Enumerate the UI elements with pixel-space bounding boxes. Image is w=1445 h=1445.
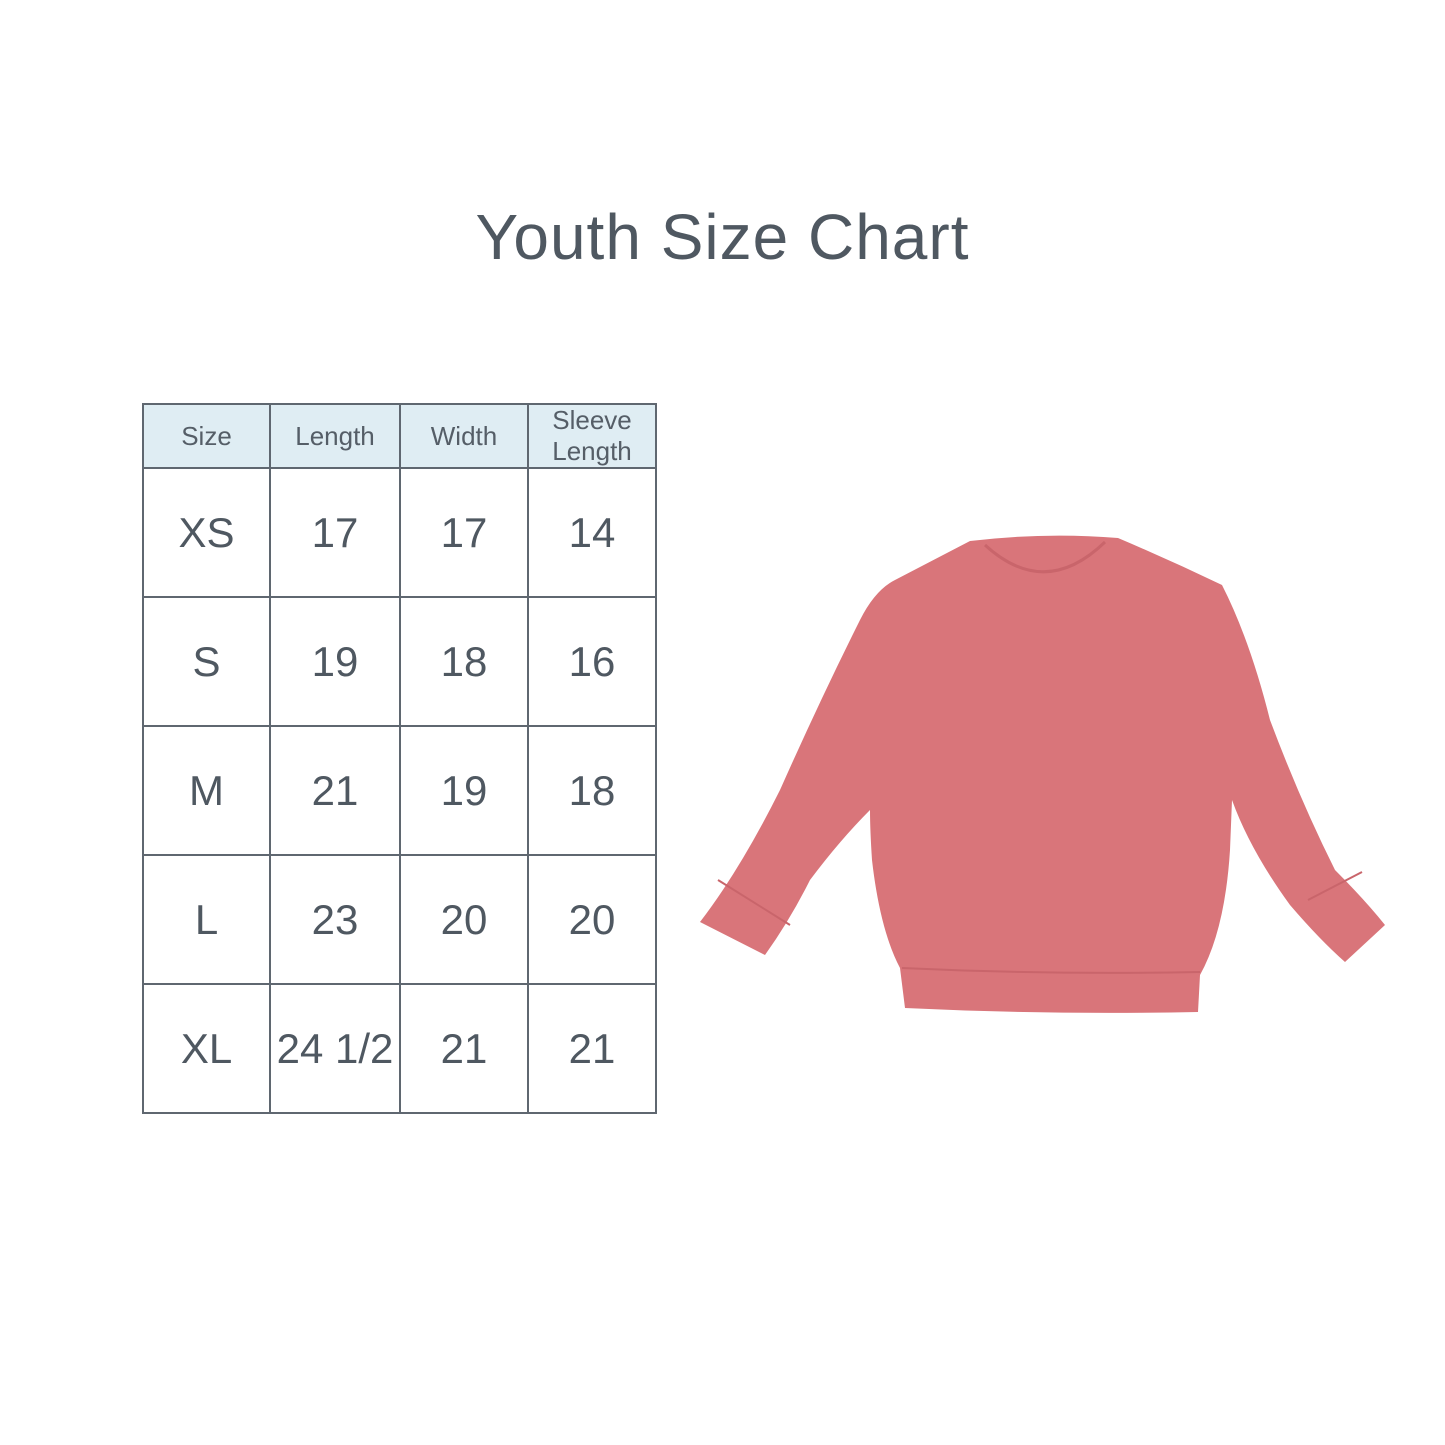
cell-size: XS bbox=[142, 467, 271, 598]
cell-width: 21 bbox=[399, 983, 529, 1114]
header-width: Width bbox=[399, 403, 529, 469]
cell-width: 18 bbox=[399, 596, 529, 727]
table-row: S 19 18 16 bbox=[142, 596, 657, 727]
sweatshirt-cuff-right-seam bbox=[1307, 871, 1363, 901]
sweatshirt-cuff-left-seam bbox=[717, 879, 791, 926]
cell-size: XL bbox=[142, 983, 271, 1114]
cell-width: 20 bbox=[399, 854, 529, 985]
cell-width: 19 bbox=[399, 725, 529, 856]
cell-width: 17 bbox=[399, 467, 529, 598]
cell-size: S bbox=[142, 596, 271, 727]
cell-length: 21 bbox=[269, 725, 401, 856]
header-length: Length bbox=[269, 403, 401, 469]
size-chart-table: Size Length Width Sleeve Length XS 17 17 14… bbox=[142, 403, 657, 1114]
cell-length: 19 bbox=[269, 596, 401, 727]
cell-sleeve-length: 21 bbox=[527, 983, 657, 1114]
cell-length: 24 1/2 bbox=[269, 983, 401, 1114]
table-header-row: Size Length Width Sleeve Length bbox=[142, 403, 657, 469]
table-row: L 23 20 20 bbox=[142, 854, 657, 985]
cell-length: 23 bbox=[269, 854, 401, 985]
table-row: XL 24 1/2 21 21 bbox=[142, 983, 657, 1114]
cell-sleeve-length: 16 bbox=[527, 596, 657, 727]
cell-sleeve-length: 14 bbox=[527, 467, 657, 598]
cell-sleeve-length: 18 bbox=[527, 725, 657, 856]
table-row: M 21 19 18 bbox=[142, 725, 657, 856]
cell-length: 17 bbox=[269, 467, 401, 598]
sweatshirt-hem-seam bbox=[901, 967, 1201, 974]
sweatshirt-collar bbox=[983, 540, 1107, 574]
table-row: XS 17 17 14 bbox=[142, 467, 657, 598]
sweatshirt-body bbox=[700, 535, 1385, 1013]
cell-size: L bbox=[142, 854, 271, 985]
header-size: Size bbox=[142, 403, 271, 469]
cell-sleeve-length: 20 bbox=[527, 854, 657, 985]
header-sleeve-length: Sleeve Length bbox=[527, 403, 657, 469]
page-title: Youth Size Chart bbox=[475, 201, 970, 273]
cell-size: M bbox=[142, 725, 271, 856]
